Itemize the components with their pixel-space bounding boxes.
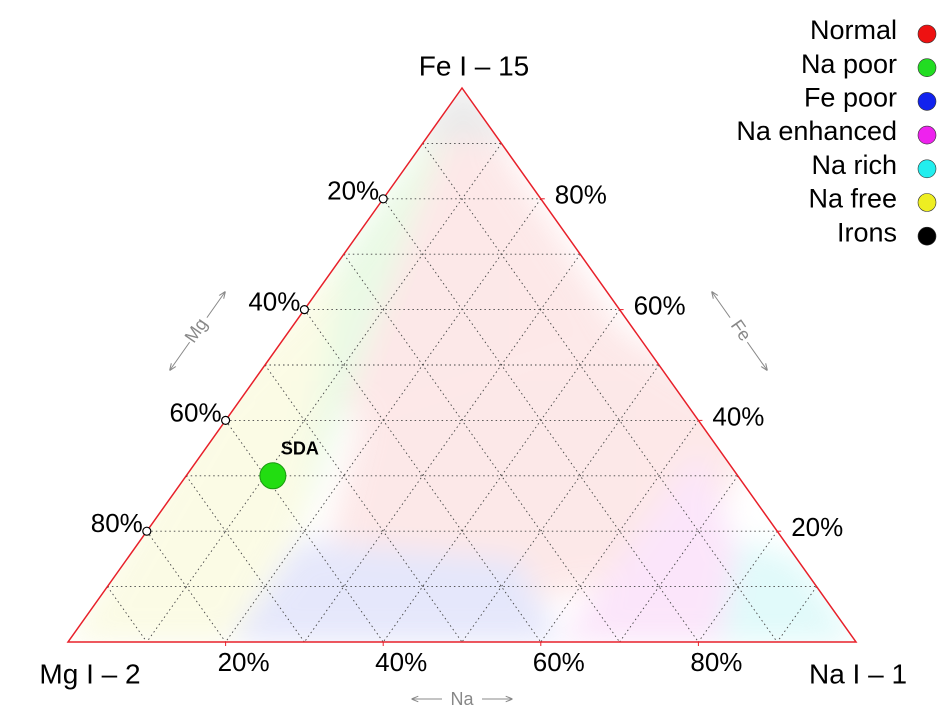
legend-swatch: [917, 125, 937, 145]
grid-line: [225, 198, 542, 643]
grid-line: [422, 143, 778, 643]
legend-label: Na rich: [811, 150, 897, 180]
legend-swatch: [917, 24, 937, 44]
legend-swatch: [917, 193, 937, 212]
na-tick-label: 20%: [218, 647, 270, 677]
na-tick-label: 60%: [533, 647, 585, 677]
legend-swatch: [917, 226, 937, 246]
label-bg: [179, 310, 215, 348]
grid-line: [540, 420, 699, 643]
grid-line: [304, 309, 542, 643]
mg-tick-label: 40%: [248, 286, 300, 316]
legend-label: Irons: [837, 217, 897, 247]
triangle-edge: [66, 86, 858, 643]
grid-line: [382, 198, 699, 643]
legend-label: Na free: [808, 184, 897, 214]
na-tick-label: 40%: [375, 647, 427, 677]
grid: [107, 142, 817, 643]
grid-line: [146, 143, 502, 643]
mg-direction: Mg: [170, 292, 225, 370]
class-regions: [68, 88, 856, 642]
legend-label: Normal: [810, 15, 897, 45]
grid-line: [343, 253, 620, 643]
tick-mark: [378, 194, 388, 204]
mg-tick-label: 20%: [327, 176, 379, 206]
grid-line: [146, 530, 226, 643]
na-tick-label: 80%: [690, 647, 742, 677]
mg-tick-label: 60%: [170, 397, 222, 427]
corner-label: Na I – 1: [809, 658, 907, 689]
grid-line: [225, 420, 384, 643]
point-label: SDA: [281, 439, 319, 459]
mg-tick-label: 80%: [91, 508, 143, 538]
legend-swatch: [917, 159, 937, 179]
na-direction: Na: [412, 688, 512, 710]
fe-tick-label: 40%: [712, 401, 764, 431]
legend-label: Na poor: [801, 49, 897, 79]
tick-mark: [221, 415, 231, 425]
corner-label: Mg I – 2: [39, 658, 140, 689]
legend-label: Fe poor: [804, 83, 897, 113]
tick-mark: [142, 526, 152, 536]
axis-name: Na: [450, 689, 474, 709]
grid-line: [304, 253, 581, 643]
label-bg: [722, 310, 758, 348]
label-bg: [442, 688, 482, 710]
fe-tick-label: 20%: [791, 512, 843, 542]
fe-tick-label: 80%: [555, 180, 607, 210]
legend-swatch: [917, 92, 937, 111]
grid-line: [698, 530, 778, 643]
tick-mark: [299, 305, 309, 315]
fe-direction: Fe: [712, 292, 767, 370]
corner-label: Fe I – 15: [419, 50, 530, 81]
legend-swatch: [917, 58, 937, 77]
fe-tick-label: 60%: [634, 290, 686, 320]
legend-label: Na enhanced: [736, 116, 897, 146]
data-point: [259, 462, 287, 490]
